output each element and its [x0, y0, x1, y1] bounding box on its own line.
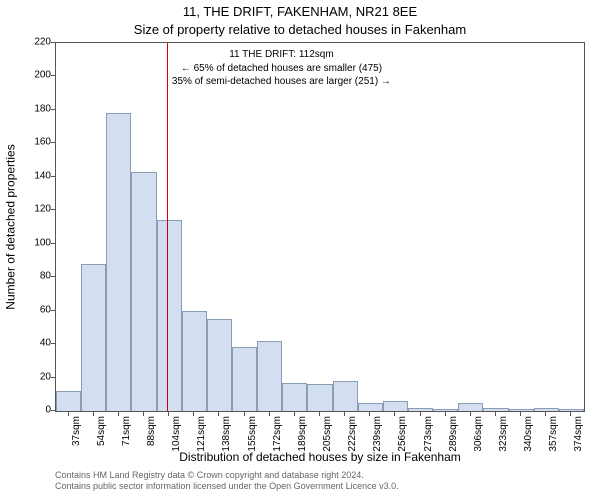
- x-tick-mark: [68, 412, 69, 416]
- x-axis-label: Distribution of detached houses by size …: [55, 450, 585, 464]
- x-tick-mark: [520, 412, 521, 416]
- histogram-bar: [157, 220, 182, 411]
- histogram-bar: [534, 408, 559, 411]
- y-tick-label: 20: [40, 371, 51, 382]
- histogram-bar: [307, 384, 332, 411]
- x-tick-mark: [545, 412, 546, 416]
- y-tick-mark: [51, 209, 55, 210]
- x-tick-label: 71sqm: [121, 416, 132, 446]
- histogram-bar: [433, 409, 458, 411]
- y-tick-label: 200: [34, 70, 51, 81]
- x-tick-mark: [143, 412, 144, 416]
- histogram-bar: [232, 347, 257, 411]
- page-title-address: 11, THE DRIFT, FAKENHAM, NR21 8EE: [0, 4, 600, 19]
- x-tick-label: 189sqm: [297, 416, 308, 452]
- x-tick-label: 323sqm: [498, 416, 509, 452]
- histogram-bar: [333, 381, 358, 411]
- x-tick-mark: [394, 412, 395, 416]
- y-axis-label: Number of detached properties: [4, 42, 18, 412]
- histogram-bar: [358, 403, 383, 411]
- x-tick-mark: [470, 412, 471, 416]
- x-tick-label: 256sqm: [397, 416, 408, 452]
- x-tick-mark: [570, 412, 571, 416]
- y-tick-mark: [51, 343, 55, 344]
- y-tick-mark: [51, 75, 55, 76]
- histogram-bar: [458, 403, 483, 411]
- x-tick-mark: [193, 412, 194, 416]
- x-tick-mark: [269, 412, 270, 416]
- x-tick-label: 306sqm: [473, 416, 484, 452]
- y-tick-mark: [51, 377, 55, 378]
- x-tick-mark: [294, 412, 295, 416]
- histogram-plot-area: [55, 42, 585, 412]
- histogram-bar: [182, 311, 207, 411]
- x-tick-mark: [420, 412, 421, 416]
- y-tick-label: 120: [34, 204, 51, 215]
- x-tick-mark: [168, 412, 169, 416]
- histogram-bar: [483, 408, 508, 411]
- histogram-bar: [509, 409, 534, 411]
- x-tick-label: 357sqm: [548, 416, 559, 452]
- x-tick-label: 273sqm: [423, 416, 434, 452]
- x-tick-mark: [495, 412, 496, 416]
- x-tick-label: 37sqm: [71, 416, 82, 446]
- y-tick-mark: [51, 243, 55, 244]
- y-tick-mark: [51, 410, 55, 411]
- x-tick-label: 172sqm: [272, 416, 283, 452]
- y-tick-mark: [51, 109, 55, 110]
- x-tick-mark: [118, 412, 119, 416]
- x-tick-mark: [244, 412, 245, 416]
- x-tick-mark: [445, 412, 446, 416]
- x-tick-label: 222sqm: [347, 416, 358, 452]
- histogram-bar: [81, 264, 106, 411]
- x-tick-label: 155sqm: [247, 416, 258, 452]
- x-tick-mark: [218, 412, 219, 416]
- x-tick-label: 289sqm: [448, 416, 459, 452]
- y-tick-label: 160: [34, 137, 51, 148]
- footer-line2: Contains public sector information licen…: [55, 481, 585, 492]
- histogram-bar: [56, 391, 81, 411]
- y-tick-mark: [51, 176, 55, 177]
- reference-info-box: 11 THE DRIFT: 112sqm← 65% of detached ho…: [172, 48, 391, 89]
- x-tick-mark: [93, 412, 94, 416]
- reference-line: [167, 43, 168, 411]
- x-tick-label: 340sqm: [523, 416, 534, 452]
- histogram-bar: [106, 113, 131, 411]
- x-tick-label: 374sqm: [573, 416, 584, 452]
- info-box-line: ← 65% of detached houses are smaller (47…: [172, 62, 391, 76]
- x-tick-label: 239sqm: [372, 416, 383, 452]
- x-tick-label: 121sqm: [196, 416, 207, 452]
- histogram-bar: [207, 319, 232, 411]
- y-tick-label: 100: [34, 237, 51, 248]
- x-tick-label: 104sqm: [171, 416, 182, 452]
- y-tick-mark: [51, 42, 55, 43]
- x-tick-label: 138sqm: [221, 416, 232, 452]
- histogram-bar: [383, 401, 408, 411]
- histogram-bar: [282, 383, 307, 411]
- y-tick-mark: [51, 276, 55, 277]
- footer-line1: Contains HM Land Registry data © Crown c…: [55, 470, 585, 481]
- histogram-bar: [257, 341, 282, 411]
- x-tick-label: 88sqm: [146, 416, 157, 446]
- histogram-bar: [408, 408, 433, 411]
- histogram-bar: [559, 409, 584, 411]
- x-tick-label: 54sqm: [96, 416, 107, 446]
- info-box-line: 11 THE DRIFT: 112sqm: [172, 48, 391, 62]
- x-tick-mark: [319, 412, 320, 416]
- y-tick-mark: [51, 142, 55, 143]
- page-subtitle: Size of property relative to detached ho…: [0, 22, 600, 37]
- y-tick-label: 80: [40, 271, 51, 282]
- y-tick-label: 40: [40, 338, 51, 349]
- y-tick-label: 140: [34, 170, 51, 181]
- y-tick-mark: [51, 310, 55, 311]
- y-tick-label: 60: [40, 304, 51, 315]
- x-tick-label: 205sqm: [322, 416, 333, 452]
- y-tick-label: 180: [34, 103, 51, 114]
- footer-attribution: Contains HM Land Registry data © Crown c…: [55, 470, 585, 493]
- y-tick-label: 220: [34, 37, 51, 48]
- x-tick-mark: [369, 412, 370, 416]
- histogram-bar: [131, 172, 156, 411]
- x-tick-mark: [344, 412, 345, 416]
- info-box-line: 35% of semi-detached houses are larger (…: [172, 75, 391, 89]
